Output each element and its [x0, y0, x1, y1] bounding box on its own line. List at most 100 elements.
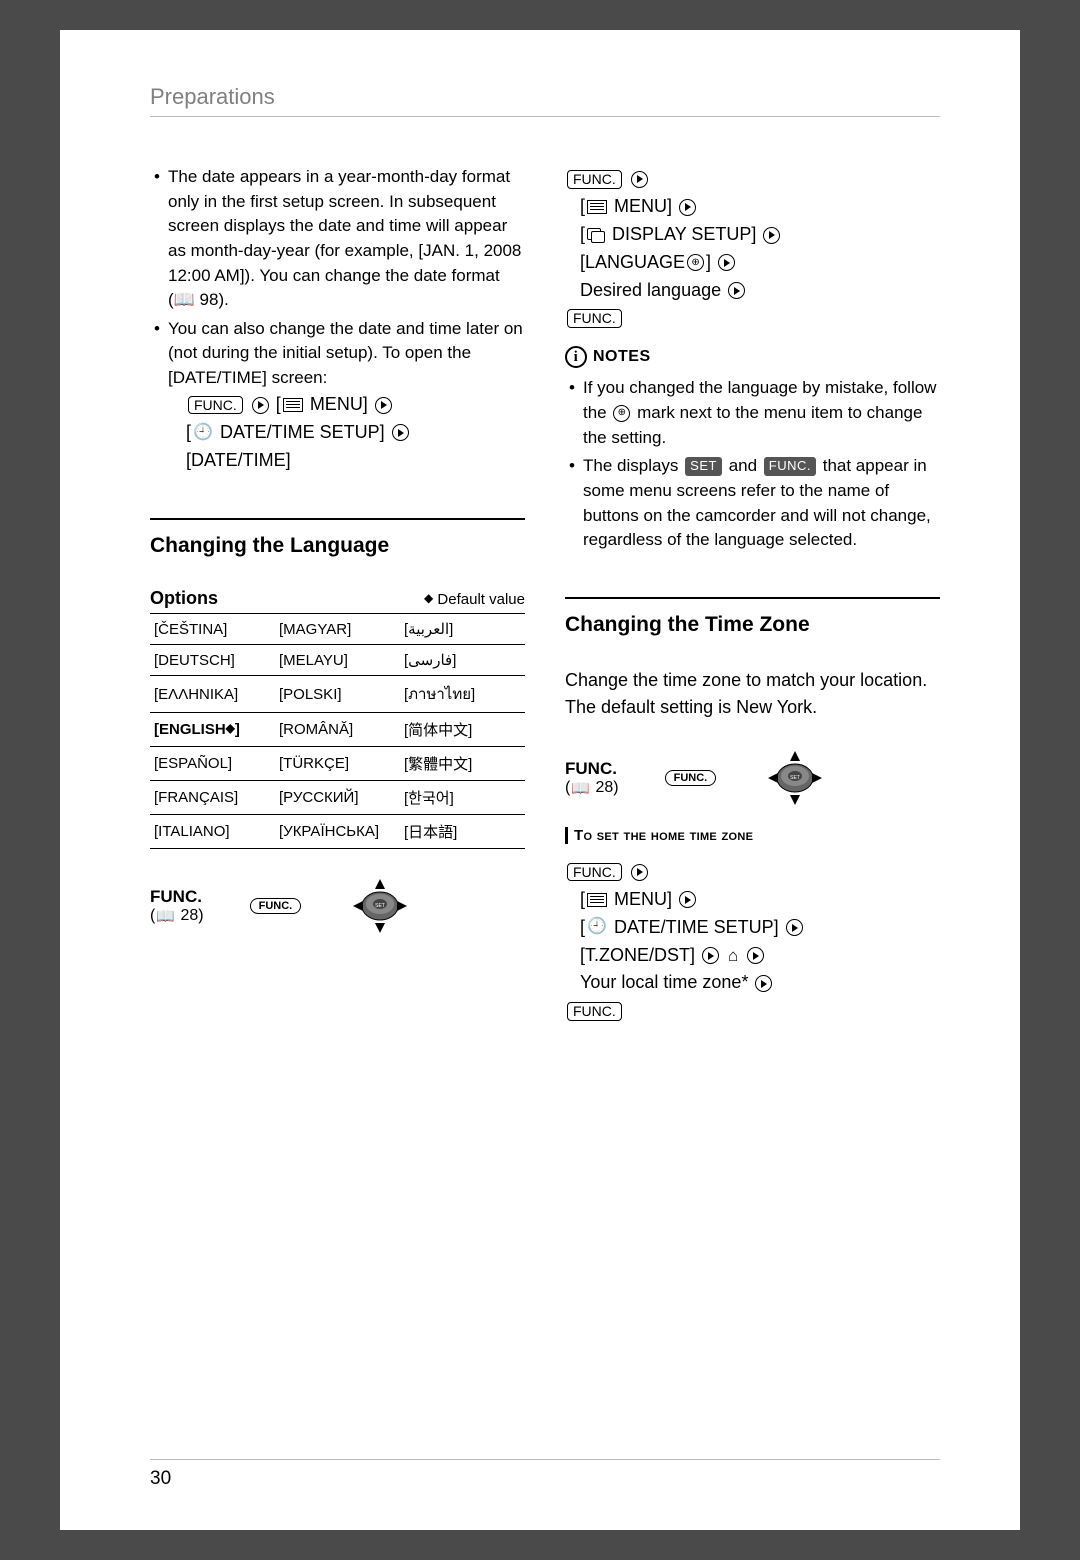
- heavy-rule: [150, 518, 525, 520]
- clock-icon: 🕘: [193, 424, 213, 441]
- func-button-icon: FUNC.: [567, 863, 622, 882]
- joystick-icon: SET: [762, 749, 828, 807]
- func-label-group: FUNC. (📖 28): [150, 887, 204, 925]
- func-page-ref: (📖 28): [565, 779, 619, 797]
- language-cell: [繁體中文]: [400, 747, 525, 781]
- notes-list: If you changed the language by mistake, …: [565, 376, 940, 552]
- table-row: [DEUTSCH][MELAYU][فارسی]: [150, 645, 525, 676]
- language-cell: [MAGYAR]: [275, 614, 400, 645]
- language-cell: [ITALIANO]: [150, 815, 275, 849]
- book-icon: 📖: [571, 779, 590, 797]
- page: Preparations The date appears in a year-…: [60, 30, 1020, 1530]
- func-button-icon: FUNC.: [567, 170, 622, 189]
- func-button-icon: FUNC.: [567, 1002, 622, 1021]
- nav-arrow-icon: [786, 919, 803, 936]
- table-row: [ΕΛΛΗΝΙΚΑ][POLSKI][ภาษาไทย]: [150, 676, 525, 713]
- intro-bullets: The date appears in a year-month-day for…: [150, 165, 525, 474]
- language-cell: [ČEŠTINA]: [150, 614, 275, 645]
- info-icon: i: [565, 346, 587, 368]
- nav-arrow-icon: [375, 397, 392, 414]
- svg-text:SET: SET: [790, 775, 800, 781]
- language-cell: [简体中文]: [400, 713, 525, 747]
- joystick-icon: SET: [347, 877, 413, 935]
- section-header: Preparations: [150, 84, 940, 110]
- note-item: The displays SET and FUNC. that appear i…: [565, 454, 940, 553]
- page-number: 30: [150, 1468, 171, 1490]
- table-row: [ČEŠTINA][MAGYAR][العربية]: [150, 614, 525, 645]
- globe-icon: ⊕: [687, 254, 704, 271]
- bullet-item: The date appears in a year-month-day for…: [150, 165, 525, 313]
- func-button-icon: FUNC.: [188, 396, 243, 415]
- heading-timezone: Changing the Time Zone: [565, 613, 940, 637]
- note-item: If you changed the language by mistake, …: [565, 376, 940, 450]
- left-column: The date appears in a year-month-day for…: [150, 165, 525, 1025]
- display-icon: [587, 228, 605, 242]
- language-cell: [УКРАЇНСЬКА]: [275, 815, 400, 849]
- notes-header: i NOTES: [565, 346, 940, 368]
- func-oval-icon: FUNC.: [250, 898, 302, 914]
- subprocedure-heading: To set the home time zone: [565, 827, 940, 844]
- menu-icon: [587, 200, 607, 214]
- right-column: FUNC. [ MENU] [ DISPLAY SETUP] [LANGUAGE…: [565, 165, 940, 1025]
- language-cell: [FRANÇAIS]: [150, 781, 275, 815]
- language-cell: [DEUTSCH]: [150, 645, 275, 676]
- menu-path: FUNC. [ MENU] [🕘 DATE/TIME SETUP] [DATE/…: [168, 391, 525, 475]
- table-row: [FRANÇAIS][РУССКИЙ][한국어]: [150, 781, 525, 815]
- table-row: [ESPAÑOL][TÜRKÇE][繁體中文]: [150, 747, 525, 781]
- language-cell: [TÜRKÇE]: [275, 747, 400, 781]
- func-label: FUNC.: [150, 887, 204, 907]
- clock-icon: 🕘: [587, 918, 607, 935]
- nav-arrow-icon: [392, 424, 409, 441]
- nav-arrow-icon: [763, 227, 780, 244]
- bullet-item: You can also change the date and time la…: [150, 317, 525, 475]
- func-oval-icon: FUNC.: [665, 770, 717, 786]
- language-cell: [ROMÂNĂ]: [275, 713, 400, 747]
- menu-icon: [283, 398, 303, 412]
- language-cell: [POLSKI]: [275, 676, 400, 713]
- home-icon: ⌂: [728, 946, 738, 965]
- menu-icon: [587, 893, 607, 907]
- nav-arrow-icon: [679, 891, 696, 908]
- nav-arrow-icon: [702, 947, 719, 964]
- nav-arrow-icon: [728, 282, 745, 299]
- nav-arrow-icon: [679, 199, 696, 216]
- func-page-ref: (📖 28): [150, 907, 204, 925]
- language-cell: [ESPAÑOL]: [150, 747, 275, 781]
- nav-arrow-icon: [718, 254, 735, 271]
- options-label: Options: [150, 588, 218, 609]
- nav-arrow-icon: [631, 864, 648, 881]
- notes-label: NOTES: [593, 348, 651, 366]
- language-cell: [ΕΛΛΗΝΙΚΑ]: [150, 676, 275, 713]
- language-cell: [ENGLISH◆]: [150, 713, 275, 747]
- language-cell: [ภาษาไทย]: [400, 676, 525, 713]
- menu-path-tz: FUNC. [ MENU] [🕘 DATE/TIME SETUP] [T.ZON…: [565, 858, 940, 1025]
- book-icon: 📖: [156, 907, 175, 925]
- heavy-rule: [565, 597, 940, 599]
- language-table: [ČEŠTINA][MAGYAR][العربية][DEUTSCH][MELA…: [150, 614, 525, 849]
- content-columns: The date appears in a year-month-day for…: [150, 165, 940, 1025]
- nav-arrow-icon: [252, 397, 269, 414]
- timezone-body: Change the time zone to match your locat…: [565, 667, 940, 721]
- func-button-icon: FUNC.: [567, 309, 622, 328]
- language-cell: [العربية]: [400, 614, 525, 645]
- func-badge: FUNC.: [764, 457, 816, 476]
- func-label-group: FUNC. (📖 28): [565, 759, 619, 797]
- footer-rule: [150, 1459, 940, 1460]
- func-block: FUNC. (📖 28) FUNC. SET: [565, 749, 940, 807]
- set-badge: SET: [685, 457, 722, 476]
- func-block: FUNC. (📖 28) FUNC. SET: [150, 877, 525, 935]
- options-header: Options ◆ Default value: [150, 588, 525, 614]
- language-cell: [فارسی]: [400, 645, 525, 676]
- func-label: FUNC.: [565, 759, 619, 779]
- menu-path-lang: FUNC. [ MENU] [ DISPLAY SETUP] [LANGUAGE…: [565, 165, 940, 332]
- table-row: [ITALIANO][УКРАЇНСЬКА][日本語]: [150, 815, 525, 849]
- nav-arrow-icon: [747, 947, 764, 964]
- heading-language: Changing the Language: [150, 534, 525, 558]
- language-cell: [MELAYU]: [275, 645, 400, 676]
- svg-text:SET: SET: [375, 903, 385, 909]
- default-value-label: ◆ Default value: [424, 591, 525, 608]
- nav-arrow-icon: [755, 975, 772, 992]
- language-cell: [РУССКИЙ]: [275, 781, 400, 815]
- language-cell: [한국어]: [400, 781, 525, 815]
- language-cell: [日本語]: [400, 815, 525, 849]
